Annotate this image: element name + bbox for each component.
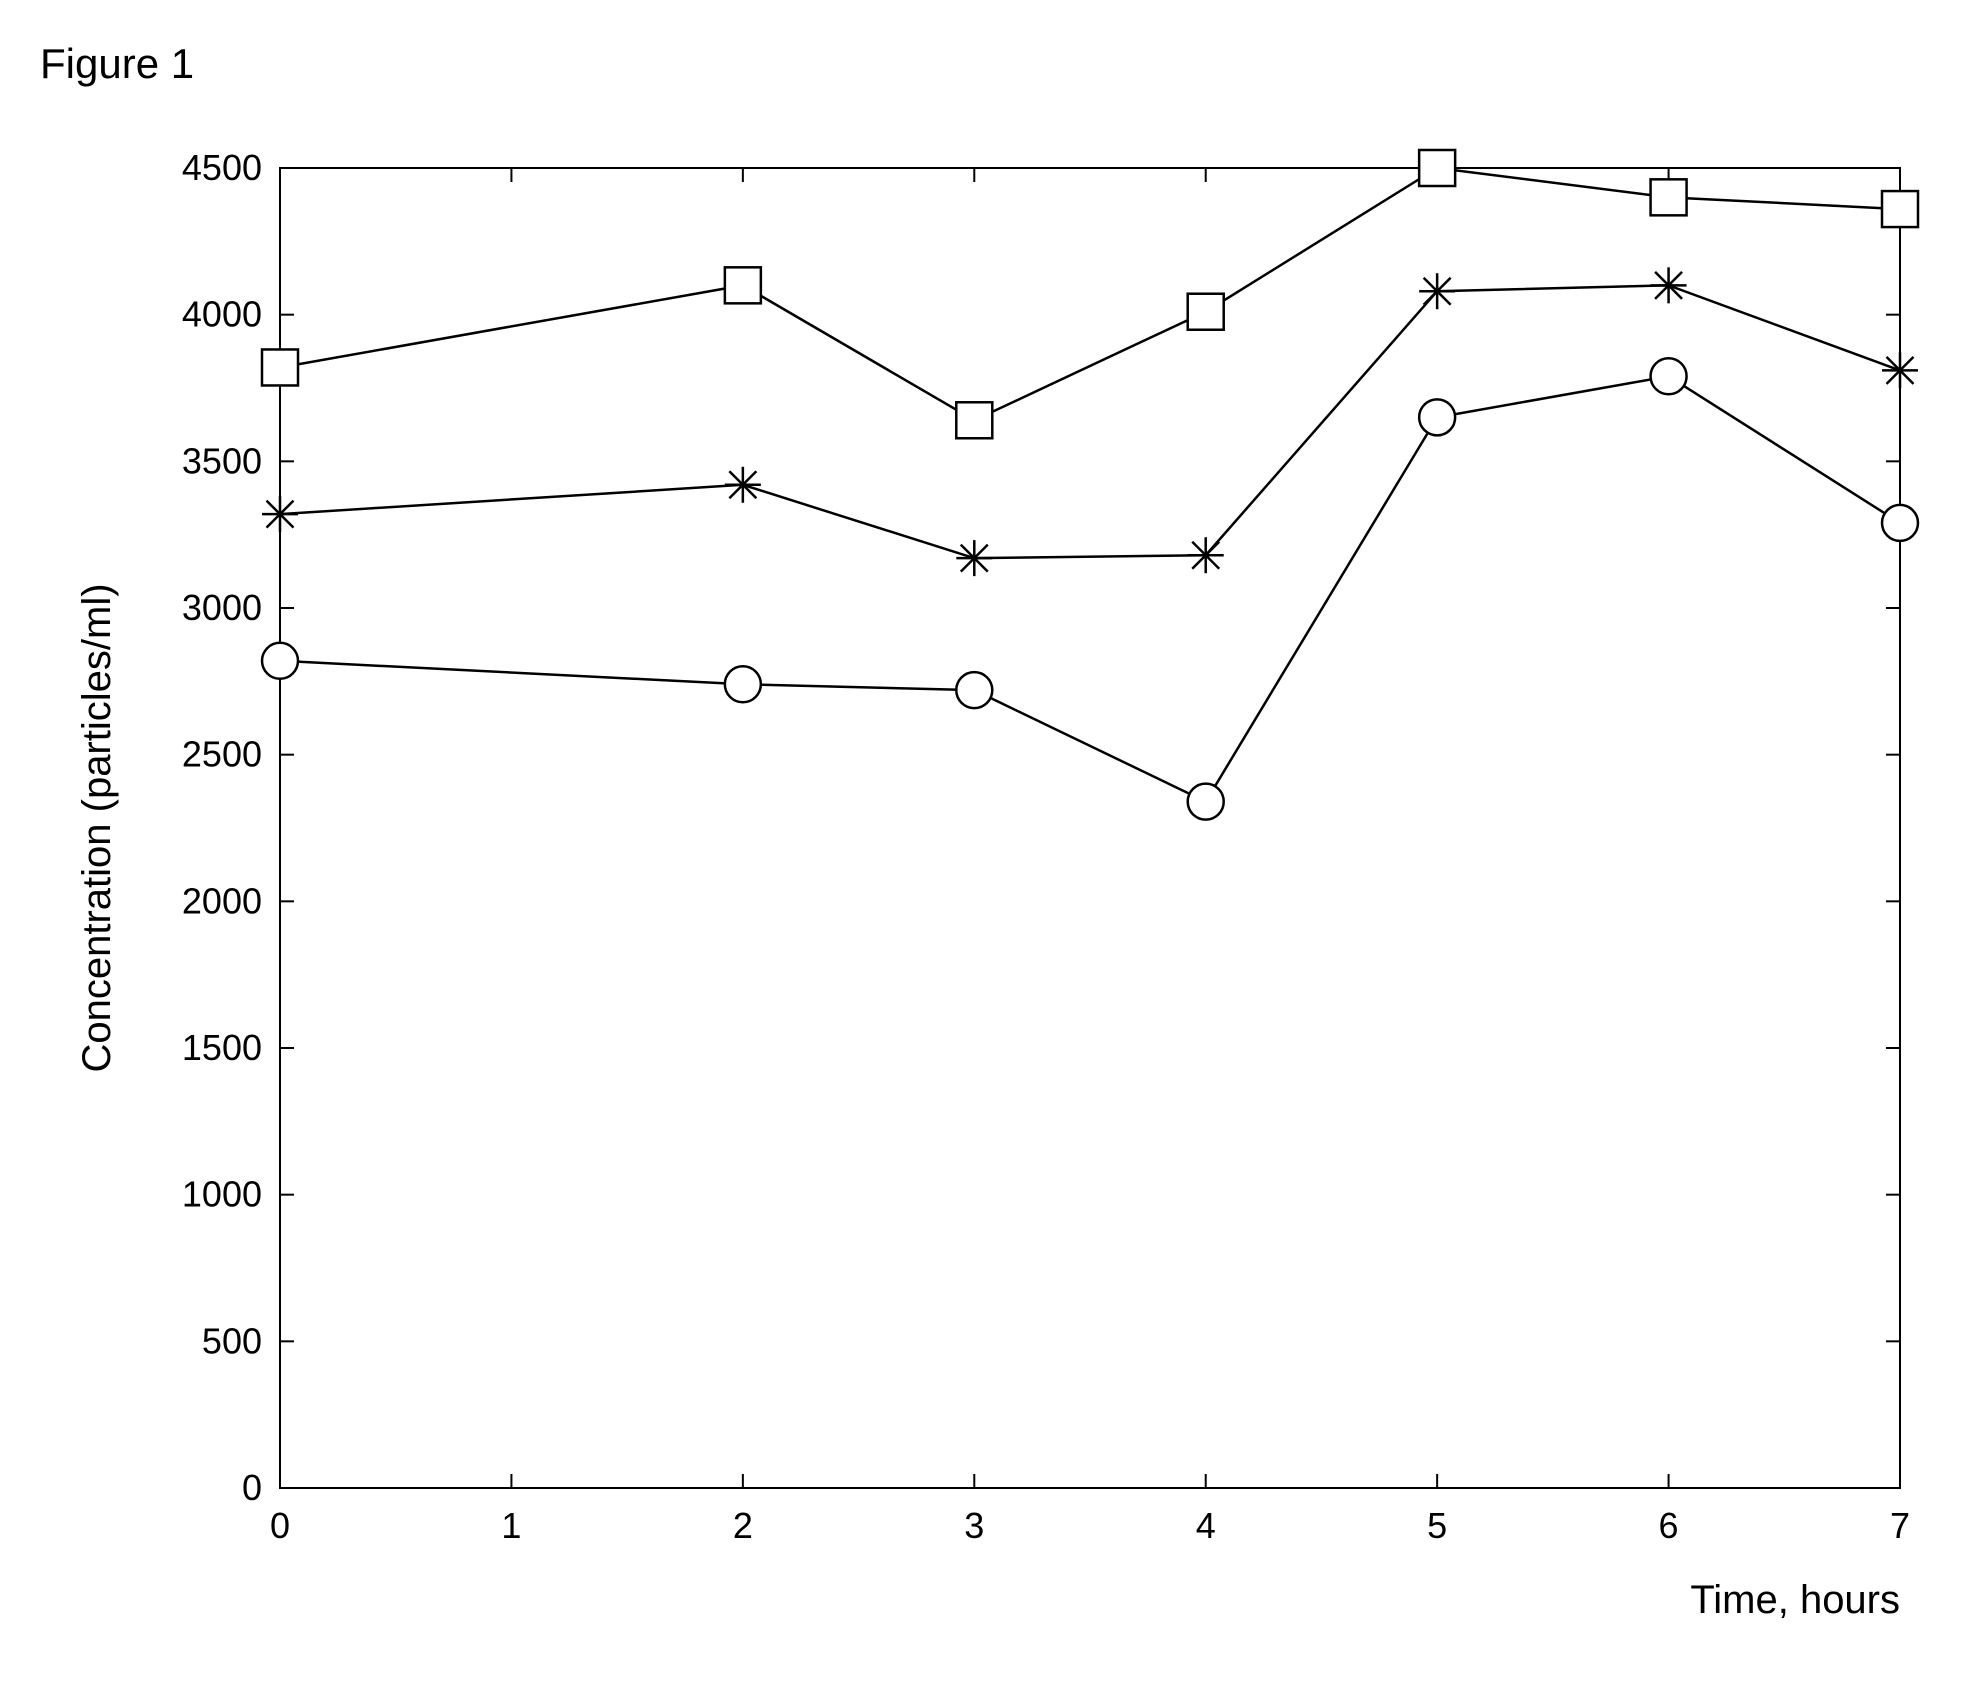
ytick-label: 4500 xyxy=(182,147,262,188)
marker-star-icon xyxy=(262,496,298,532)
marker-circle-icon xyxy=(1651,358,1687,394)
marker-circle-icon xyxy=(956,672,992,708)
marker-star-icon xyxy=(1882,352,1918,388)
ytick-label: 3500 xyxy=(182,440,262,481)
marker-square-icon xyxy=(1188,294,1224,330)
marker-circle-icon xyxy=(1882,505,1918,541)
ytick-label: 2000 xyxy=(182,880,262,921)
marker-square-icon xyxy=(1882,191,1918,227)
marker-square-icon xyxy=(262,349,298,385)
marker-star-icon xyxy=(1651,267,1687,303)
y-axis-label: Concentration (particles/ml) xyxy=(75,583,119,1072)
xtick-label: 3 xyxy=(964,1505,984,1546)
ytick-label: 3000 xyxy=(182,587,262,628)
xtick-label: 0 xyxy=(270,1505,290,1546)
chart-container: 0 1 2 3 4 5 6 7 0 500 1000 1500 2000 2500 3000 3500 4000… xyxy=(40,128,1944,1648)
xtick-label: 5 xyxy=(1427,1505,1447,1546)
chart-svg: 0 1 2 3 4 5 6 7 0 500 1000 1500 2000 2500 3000 3500 4000… xyxy=(40,128,1940,1648)
figure-title: Figure 1 xyxy=(40,40,1944,88)
marker-star-icon xyxy=(1419,273,1455,309)
marker-circle-icon xyxy=(262,643,298,679)
xtick-label: 6 xyxy=(1659,1505,1679,1546)
marker-circle-icon xyxy=(1419,399,1455,435)
ytick-label: 2500 xyxy=(182,734,262,775)
ytick-label: 4000 xyxy=(182,294,262,335)
marker-square-icon xyxy=(956,402,992,438)
x-axis-label: Time, hours xyxy=(1690,1578,1900,1622)
ytick-label: 1000 xyxy=(182,1174,262,1215)
marker-circle-icon xyxy=(1188,784,1224,820)
ytick-label: 500 xyxy=(202,1320,262,1361)
xtick-label: 1 xyxy=(501,1505,521,1546)
marker-square-icon xyxy=(725,267,761,303)
marker-star-icon xyxy=(1188,537,1224,573)
marker-square-icon xyxy=(1419,150,1455,186)
xtick-label: 4 xyxy=(1196,1505,1216,1546)
marker-star-icon xyxy=(725,467,761,503)
xtick-label: 2 xyxy=(733,1505,753,1546)
ytick-label: 0 xyxy=(242,1467,262,1508)
ytick-label: 1500 xyxy=(182,1027,262,1068)
marker-circle-icon xyxy=(725,666,761,702)
xtick-label: 7 xyxy=(1890,1505,1910,1546)
marker-square-icon xyxy=(1651,179,1687,215)
marker-star-icon xyxy=(956,540,992,576)
